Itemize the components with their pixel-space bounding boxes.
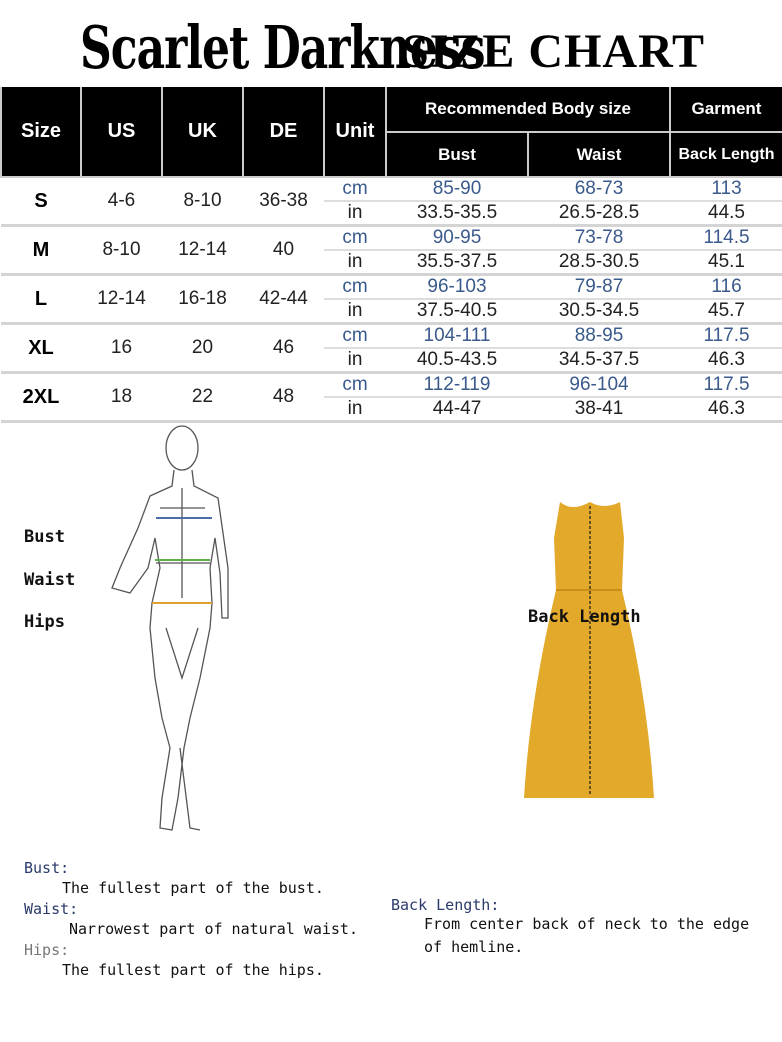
size-cell: XL [1,323,81,374]
table-row: M 8-10 12-14 40 cm 90-95 73-78 114.5 [1,225,782,276]
uk-cell: 20 [162,323,243,374]
back-length-desc-text-2: of hemline. [424,938,524,956]
back-length-desc-heading: Back Length: [391,896,500,914]
de-cell: 46 [243,323,324,374]
bust-cm-cell: 90-95 [386,225,528,251]
header-size: Size [0,87,82,178]
waist-cm-cell: 68-73 [528,177,671,202]
bust-cm-cell: 85-90 [386,177,528,202]
hips-desc-heading: Hips: [24,941,70,959]
uk-cell: 8-10 [162,177,243,227]
unit-cm-cell: cm [324,225,386,251]
header-unit: Unit [323,87,387,178]
waist-in-cell: 28.5-30.5 [528,250,671,276]
header-garment: Garment [669,87,782,133]
page-title: SIZE CHART [402,25,706,78]
size-cell: S [1,177,81,227]
header-de: DE [242,87,325,178]
back-length-label: Back Length [528,607,641,627]
us-cell: 4-6 [81,177,162,227]
back-in-cell: 45.7 [670,299,782,325]
bust-in-cell: 35.5-37.5 [386,250,528,276]
us-cell: 16 [81,323,162,374]
us-cell: 8-10 [81,225,162,276]
table-row: in 37.5-40.5 30.5-34.5 45.7 [1,299,782,325]
waist-cm-cell: 79-87 [528,274,671,300]
back-cm-cell: 116 [670,274,782,300]
waist-desc-heading: Waist: [24,900,79,918]
back-length-desc-text-1: From center back of neck to the edge [424,915,750,933]
bust-in-cell: 40.5-43.5 [386,348,528,374]
waist-cm-cell: 73-78 [528,225,671,251]
size-cell: 2XL [1,372,81,423]
bust-in-cell: 44-47 [386,397,528,423]
back-in-cell: 46.3 [670,397,782,423]
size-table: Size US UK DE Unit Recommended Body size… [0,87,782,423]
table-row: in 35.5-37.5 28.5-30.5 45.1 [1,250,782,276]
back-cm-cell: 117.5 [670,323,782,349]
back-cm-cell: 113 [670,177,782,202]
back-in-cell: 45.1 [670,250,782,276]
bust-in-cell: 33.5-35.5 [386,201,528,227]
waist-cm-cell: 96-104 [528,372,671,398]
table-row: in 44-47 38-41 46.3 [1,397,782,423]
uk-cell: 12-14 [162,225,243,276]
header-uk: UK [161,87,244,178]
unit-in-cell: in [324,348,386,374]
bust-desc-heading: Bust: [24,859,70,877]
table-row: in 40.5-43.5 34.5-37.5 46.3 [1,348,782,374]
header-bust: Bust [385,132,529,178]
uk-cell: 16-18 [162,274,243,325]
unit-cm-cell: cm [324,372,386,398]
de-cell: 48 [243,372,324,423]
body-figure-illustration [111,425,229,831]
table-row: S 4-6 8-10 36-38 cm 85-90 68-73 113 [1,177,782,227]
hips-desc-text: The fullest part of the hips. [62,961,324,979]
table-row: XL 16 20 46 cm 104-111 88-95 117.5 [1,323,782,374]
table-row: L 12-14 16-18 42-44 cm 96-103 79-87 116 [1,274,782,325]
size-cell: M [1,225,81,276]
bust-label: Bust [24,527,65,547]
waist-in-cell: 34.5-37.5 [528,348,671,374]
de-cell: 36-38 [243,177,324,227]
bust-cm-cell: 96-103 [386,274,528,300]
waist-desc-text: Narrowest part of natural waist. [69,920,358,938]
unit-in-cell: in [324,250,386,276]
waist-in-cell: 38-41 [528,397,671,423]
waist-in-cell: 30.5-34.5 [528,299,671,325]
unit-cm-cell: cm [324,177,386,202]
waist-cm-cell: 88-95 [528,323,671,349]
de-cell: 40 [243,225,324,276]
hips-label: Hips [24,612,65,632]
de-cell: 42-44 [243,274,324,325]
table-row: 2XL 18 22 48 cm 112-119 96-104 117.5 [1,372,782,423]
bust-in-cell: 37.5-40.5 [386,299,528,325]
uk-cell: 22 [162,372,243,423]
unit-in-cell: in [324,201,386,227]
unit-cm-cell: cm [324,274,386,300]
back-cm-cell: 114.5 [670,225,782,251]
brand-logo: Scarlet Darkness [80,14,485,83]
header-waist: Waist [526,132,672,178]
bust-desc-text: The fullest part of the bust. [62,879,324,897]
bust-cm-cell: 104-111 [386,323,528,349]
back-in-cell: 44.5 [670,201,782,227]
header-back-length: Back Length [669,132,782,178]
unit-in-cell: in [324,397,386,423]
back-in-cell: 46.3 [670,348,782,374]
bust-cm-cell: 112-119 [386,372,528,398]
us-cell: 12-14 [81,274,162,325]
waist-in-cell: 26.5-28.5 [528,201,671,227]
us-cell: 18 [81,372,162,423]
waist-label: Waist [24,570,76,590]
table-row: in 33.5-35.5 26.5-28.5 44.5 [1,201,782,227]
header-recommended: Recommended Body size [384,87,672,133]
dress-illustration [524,502,654,798]
unit-in-cell: in [324,299,386,325]
back-cm-cell: 117.5 [670,372,782,398]
unit-cm-cell: cm [324,323,386,349]
size-cell: L [1,274,81,325]
header-us: US [80,87,163,178]
